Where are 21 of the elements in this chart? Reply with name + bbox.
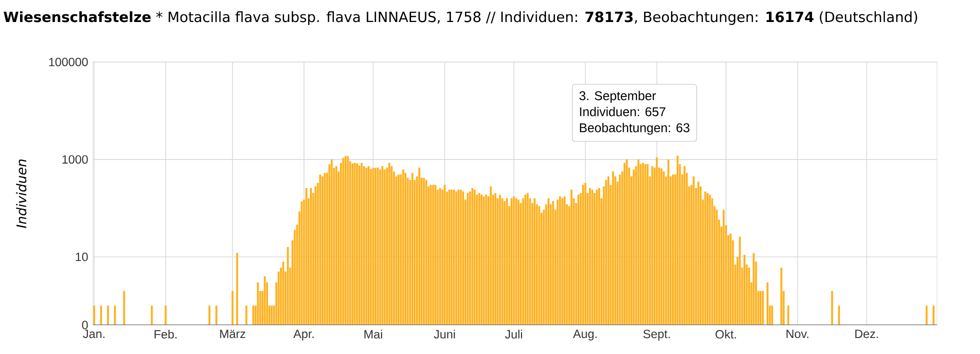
annotation: 3. September — [579, 90, 656, 103]
x-tick-label: Juni — [434, 330, 455, 339]
annotation: Beobachtungen: 63 — [580, 122, 690, 135]
x-tick-label: Sept. — [643, 330, 670, 341]
y-tick-label: 10 — [76, 252, 88, 262]
x-tick-label: Nov. — [786, 330, 808, 338]
y-tick-label: 1000 — [62, 155, 88, 164]
x-tick-label: Juli — [505, 330, 522, 339]
x-tick-label: Dez. — [855, 330, 878, 338]
x-tick-label: Okt. — [716, 330, 736, 339]
x-tick-label: März — [220, 330, 246, 338]
chart-title: Wiesenschafstelze* Motacilla flava subsp. flava LINNAEUS, 1758 // Individuen: 78173, Beobachtungen: 16174 (Deutschland) — [4, 11, 918, 25]
x-tick-label: Feb. — [154, 330, 177, 339]
annotation: Individuen: 657 — [580, 106, 666, 116]
x-tick-label: Aug. — [573, 330, 597, 340]
y-tick-label: 0 — [82, 320, 88, 330]
y-tick-label: 100000 — [49, 58, 88, 66]
y-axis-title: Individuen — [16, 160, 26, 228]
x-tick-label: Mai — [364, 330, 382, 339]
x-tick-label: Jan. — [83, 330, 104, 338]
x-tick-label: Apr. — [293, 330, 314, 340]
